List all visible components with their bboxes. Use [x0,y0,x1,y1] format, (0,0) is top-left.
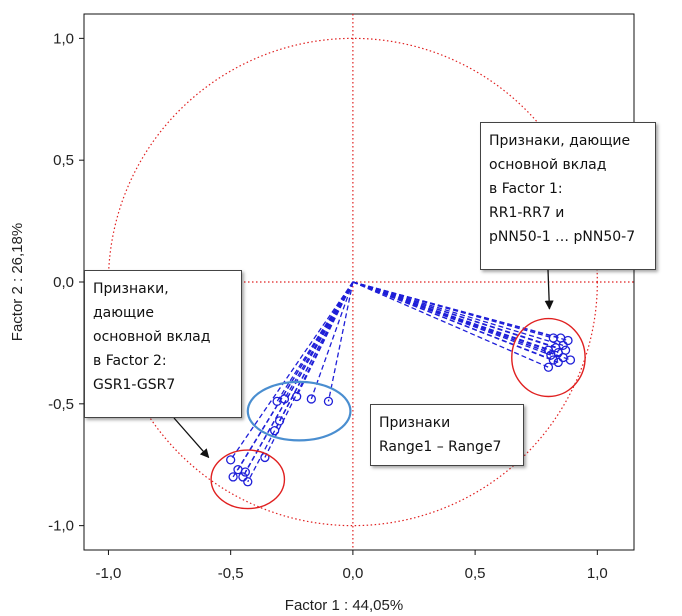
loading-point-range [323,396,334,407]
note-line: GSR1-GSR7 [93,377,176,393]
note-line: Признаки, дающие [489,133,631,149]
loading-vector-range [327,281,354,402]
loading-point-gsr [238,472,248,482]
highlight-ellipse-rr_pnn50 [511,317,586,398]
loading-point-gsr [240,467,250,477]
loading-point-range [274,416,285,426]
loading-vector-range [296,281,354,397]
x-tick-label: 0,0 [342,565,363,582]
factor1-annotation-box: Признаки, дающие основной вклад в Factor… [480,122,656,270]
loading-vector-range [278,281,354,422]
loading-point-gsr [243,477,253,487]
loading-vector-rr_pnn50 [352,281,552,356]
loading-point-rr_pnn50 [565,355,576,365]
loading-vector-gsr [264,281,354,458]
loading-vector-gsr [232,281,354,478]
y-tick-label: -1,0 [48,518,74,535]
highlight-ellipse-gsr [210,449,286,510]
note-line: Признаки, [93,281,169,297]
loading-point-rr_pnn50 [553,357,563,368]
note-line: Range1 – Range7 [379,439,502,455]
loading-point-range [270,425,280,436]
loading-vector-rr_pnn50 [352,281,571,361]
loading-vector-range [283,281,354,400]
x-tick-label: -1,0 [96,565,122,582]
y-axis-ticks: 1,0 0,5 0,0 -0,5 -1,0 [48,30,84,535]
loading-point-gsr [226,455,236,465]
annotation-arrows [173,269,554,459]
highlight-ellipse-range [246,380,352,442]
note-line: pNN50-1 … pNN50-7 [489,229,636,245]
loading-point-rr_pnn50 [548,333,558,343]
y-axis-title: Factor 2 : 26,18% [9,223,26,341]
loading-point-range [292,391,302,402]
loading-points [226,333,576,487]
y-tick-label: 0,0 [53,274,74,291]
loading-point-rr_pnn50 [548,355,558,365]
factor1-arrow [544,269,554,310]
loading-vector-rr_pnn50 [352,281,549,351]
x-axis-ticks: -1,0 -0,5 0,0 0,5 1,0 [96,550,608,582]
x-axis-title: Factor 1 : 44,05% [285,597,403,614]
loading-vector-range [310,281,354,400]
note-line: в Factor 1: [489,181,563,197]
loading-vector-rr_pnn50 [352,281,569,342]
loading-vectors [230,281,571,483]
y-tick-label: 0,5 [53,152,74,169]
loading-point-rr_pnn50 [543,362,554,372]
x-tick-label: 1,0 [587,565,608,582]
note-line: в Factor 2: [93,353,167,369]
loading-vector-rr_pnn50 [352,281,549,368]
note-line: RR1-RR7 и [489,205,565,221]
note-line: основной вклад [93,329,211,345]
loading-point-rr_pnn50 [546,350,556,360]
loading-point-gsr [228,472,238,482]
note-line: дающие [93,305,154,321]
loading-point-range [306,394,316,404]
x-tick-label: 0,5 [465,565,486,582]
loading-vector-gsr [244,281,354,473]
loading-vector-gsr [230,281,354,461]
loading-point-rr_pnn50 [543,345,554,355]
note-line: основной вклад [489,157,607,173]
x-tick-label: -0,5 [218,565,244,582]
factor2-annotation-box: Признаки, дающие основной вклад в Factor… [84,270,242,418]
note-line: Признаки [379,415,451,431]
highlight-ellipses [210,317,586,510]
y-tick-label: -0,5 [48,396,74,413]
loading-vector-rr_pnn50 [352,281,566,351]
loading-vector-rr_pnn50 [352,281,559,364]
loading-point-range [272,396,282,407]
factor2-arrow [173,417,210,459]
y-tick-label: 1,0 [53,30,74,47]
loading-point-rr_pnn50 [563,335,573,346]
range-annotation-box: Признаки Range1 – Range7 [370,404,524,466]
